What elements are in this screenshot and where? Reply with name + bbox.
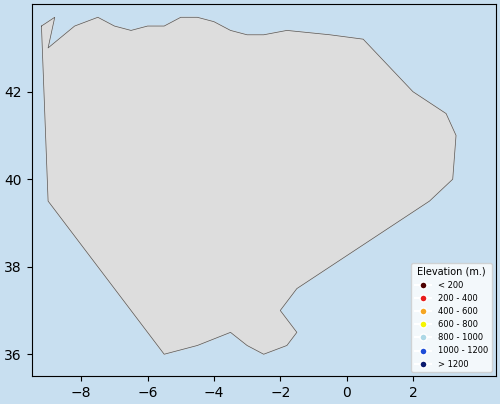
Legend: < 200, 200 - 400, 400 - 600, 600 - 800, 800 - 1000, 1000 - 1200, > 1200: < 200, 200 - 400, 400 - 600, 600 - 800, … (412, 263, 492, 372)
Polygon shape (42, 17, 456, 354)
